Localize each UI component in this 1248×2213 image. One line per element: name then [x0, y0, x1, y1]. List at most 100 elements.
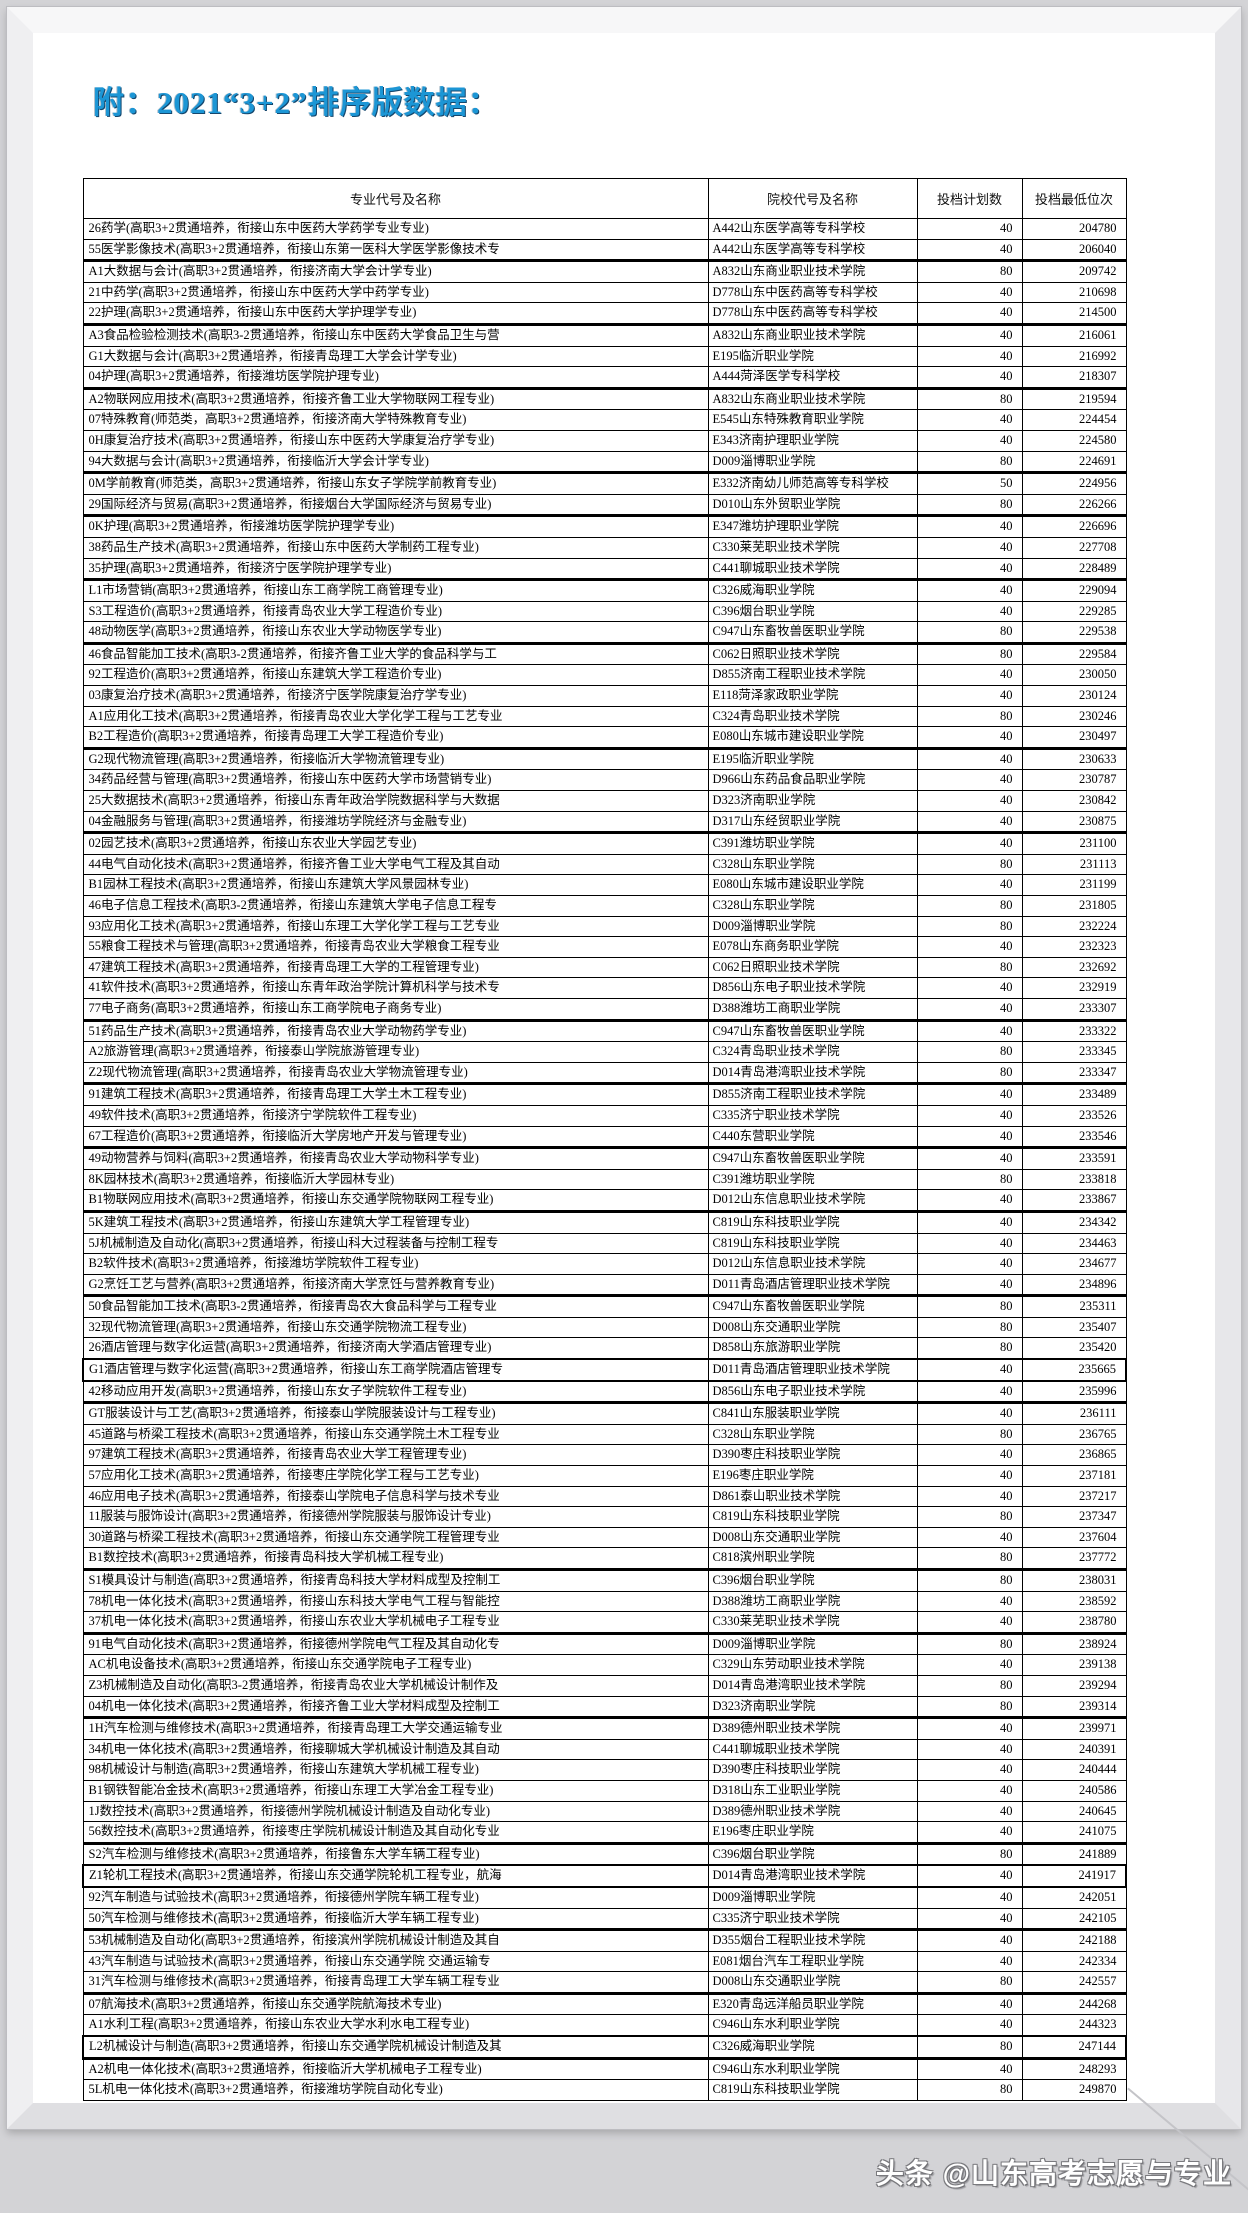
cell-college: C946山东水利职业学院	[707, 2056, 918, 2081]
cell-plan: 40	[916, 1886, 1023, 1909]
cell-plan: 40	[916, 1716, 1023, 1740]
cell-major: 32现代物流管理(高职3+2贯通培养，衔接山东交通学院物流工程专业)	[82, 1316, 709, 1339]
cell-major: 34药品经营与管理(高职3+2贯通培养，衔接山东中医药大学市场营销专业)	[82, 769, 709, 792]
cell-rank: 244268	[1021, 1991, 1127, 2016]
cell-plan: 40	[916, 1907, 1023, 1931]
cell-college: D856山东电子职业技术学院	[707, 1380, 918, 1404]
table-row: 45道路与桥梁工程技术(高职3+2贯通培养，衔接山东交通学院土木工程专业 C328…	[82, 1423, 1127, 1446]
cell-plan: 40	[916, 1358, 1023, 1382]
cell-college: E320青岛远洋船员职业学院	[707, 1991, 918, 2016]
cell-rank: 206040	[1021, 238, 1127, 262]
cell-major: 92工程造价(高职3+2贯通培养，衔接山东建筑大学工程造价专业)	[82, 664, 709, 687]
cell-college: C441聊城职业技术学院	[707, 557, 918, 581]
cell-college: D390枣庄科技职业学院	[707, 1759, 918, 1781]
cell-major: A1大数据与会计(高职3+2贯通培养，衔接济南大学会计学专业)	[82, 259, 709, 283]
cell-major: 34机电一体化技术(高职3+2贯通培养，衔接聊城大学机械设计制造及其自动	[82, 1738, 709, 1761]
table-row: 21中药学(高职3+2贯通培养，衔接山东中医药大学中药学专业) D778山东中医药…	[82, 281, 1127, 304]
cell-rank: 210698	[1021, 281, 1127, 304]
admissions-table: 专业代号及名称 院校代号及名称 投档计划数 投档最低位次 26药学(高职3+2贯通培养…	[82, 178, 1127, 2101]
cell-major: 26药学(高职3+2贯通培养，衔接山东中医药大学药学专业专业)	[82, 218, 709, 240]
table-row: 34机电一体化技术(高职3+2贯通培养，衔接聊城大学机械设计制造及其自动 C441…	[82, 1738, 1127, 1761]
cell-major: 50汽车检测与维修技术(高职3+2贯通培养，衔接临沂大学车辆工程专业)	[82, 1907, 709, 1931]
cell-major: G2烹饪工艺与营养(高职3+2贯通培养，衔接济南大学烹饪与营养教育专业)	[82, 1273, 709, 1297]
cell-rank: 244323	[1021, 2014, 1127, 2037]
cell-major: 42移动应用开发(高职3+2贯通培养，衔接山东女子学院软件工程专业)	[82, 1380, 709, 1404]
cell-plan: 40	[916, 997, 1023, 1021]
cell-college: A832山东商业职业技术学院	[707, 259, 918, 283]
cell-major: 44电气自动化技术(高职3+2贯通培养，衔接齐鲁工业大学电气工程及其自动	[82, 853, 709, 876]
cell-college: D390枣庄科技职业学院	[707, 1444, 918, 1467]
cell-college: C335济宁职业技术学院	[707, 1104, 918, 1127]
cell-college: E332济南幼儿师范高等专科学校	[707, 471, 918, 495]
cell-plan: 40	[916, 302, 1023, 325]
cell-plan: 40	[916, 238, 1023, 262]
table-row: 49软件技术(高职3+2贯通培养，衔接济宁学院软件工程专业) C335济宁职业技术…	[82, 1104, 1127, 1127]
cell-rank: 240444	[1021, 1759, 1127, 1781]
cell-major: 46食品智能加工技术(高职3-2贯通培养，衔接齐鲁工业大学的食品科学与工	[82, 641, 709, 666]
cell-college: E545山东特殊教育职业学院	[707, 409, 918, 431]
cell-rank: 233489	[1021, 1082, 1127, 1106]
cell-rank: 238780	[1021, 1611, 1127, 1634]
cell-rank: 235311	[1021, 1294, 1127, 1318]
cell-college: C819山东科技职业学院	[707, 1209, 918, 1234]
cell-major: Z2现代物流管理(高职3+2贯通培养，衔接青岛农业大学物流管理专业)	[82, 1061, 709, 1085]
cell-college: C391潍坊职业学院	[707, 831, 918, 855]
cell-college: C335济宁职业技术学院	[707, 1907, 918, 1931]
photo-frame: 附：2021“3+2”排序版数据： 专业代号及名称 院校代号及名称 投档计划数 投档最…	[7, 7, 1241, 2129]
cell-major: 46电子信息工程技术(高职3-2贯通培养，衔接山东建筑大学电子信息工程专	[82, 895, 709, 917]
cell-major: 78机电一体化技术(高职3+2贯通培养，衔接山东科技大学电气工程与智能控	[82, 1590, 709, 1613]
cell-major: 55医学影像技术(高职3+2贯通培养，衔接山东第一医科大学医学影像技术专	[82, 238, 709, 262]
table-row: 5J机械制造及自动化(高职3+2贯通培养，衔接山科大过程装备与控制工程专 C819…	[82, 1232, 1127, 1255]
cell-college: C328山东职业学院	[707, 853, 918, 876]
cell-plan: 80	[916, 956, 1023, 979]
cell-rank: 232692	[1021, 956, 1127, 979]
cell-college: D323济南职业学院	[707, 790, 918, 812]
cell-college: D855济南工程职业技术学院	[707, 1082, 918, 1106]
cell-rank: 229285	[1021, 600, 1127, 623]
cell-rank: 233322	[1021, 1018, 1127, 1043]
cell-college: D861泰山职业技术学院	[707, 1485, 918, 1508]
cell-major: 0M学前教育(师范类，高职3+2贯通培养，衔接山东女子学院学前教育专业)	[82, 471, 709, 495]
cell-plan: 40	[916, 1232, 1023, 1255]
table-row: 53机械制造及自动化(高职3+2贯通培养，衔接滨州学院机械设计制造及其自 D355…	[82, 1928, 1127, 1952]
cell-major: 1H汽车检测与维修技术(高职3+2贯通培养，衔接青岛理工大学交通运输专业	[82, 1716, 709, 1740]
cell-plan: 40	[916, 2056, 1023, 2081]
cell-rank: 229538	[1021, 621, 1127, 644]
cell-college: D009淄博职业学院	[707, 1886, 918, 1909]
cell-major: 04护理(高职3+2贯通培养，衔接潍坊医学院护理专业)	[82, 366, 709, 389]
cell-college: D389德州职业技术学院	[707, 1800, 918, 1823]
table-row: Z3机械制造及自动化(高职3-2贯通培养，衔接青岛农业大学机械设计制作及 D014…	[82, 1674, 1127, 1697]
cell-plan: 40	[916, 322, 1023, 347]
cell-major: 26酒店管理与数字化运营(高职3+2贯通培养，衔接济南大学酒店管理专业)	[82, 1337, 709, 1360]
cell-plan: 80	[916, 1568, 1023, 1592]
table-row: L1市场营销(高职3+2贯通培养，衔接山东工商学院工商管理专业) C326威海职业…	[82, 578, 1127, 602]
cell-plan: 40	[916, 769, 1023, 792]
table-row: 30道路与桥梁工程技术(高职3+2贯通培养，衔接山东交通学院工程管理专业 D008…	[82, 1526, 1127, 1549]
cell-plan: 40	[916, 218, 1023, 240]
cell-plan: 80	[916, 450, 1023, 474]
cell-college: C947山东畜牧兽医职业学院	[707, 621, 918, 644]
table-row: A2旅游管理(高职3+2贯通培养，衔接泰山学院旅游管理专业) C324青岛职业技术…	[82, 1041, 1127, 1063]
cell-rank: 242557	[1021, 1971, 1127, 1994]
cell-major: 21中药学(高职3+2贯通培养，衔接山东中医药大学中药学专业)	[82, 281, 709, 304]
cell-major: 02园艺技术(高职3+2贯通培养，衔接山东农业大学园艺专业)	[82, 831, 709, 855]
cell-college: C947山东畜牧兽医职业学院	[707, 1294, 918, 1318]
cell-rank: 209742	[1021, 259, 1127, 283]
cell-rank: 216992	[1021, 345, 1127, 368]
cell-plan: 50	[916, 471, 1023, 495]
cell-college: A832山东商业职业技术学院	[707, 386, 918, 411]
cell-plan: 40	[916, 790, 1023, 812]
cell-plan: 40	[916, 409, 1023, 431]
table-row: 97建筑工程技术(高职3+2贯通培养，衔接青岛农业大学工程管理专业) D390枣庄…	[82, 1444, 1127, 1467]
cell-plan: 80	[916, 1547, 1023, 1570]
cell-major: 38药品生产技术(高职3+2贯通培养，衔接山东中医药大学制药工程专业)	[82, 536, 709, 559]
cell-college: E196枣庄职业学院	[707, 1465, 918, 1487]
cell-rank: 229094	[1021, 578, 1127, 602]
cell-plan: 40	[916, 1800, 1023, 1823]
cell-plan: 40	[916, 2014, 1023, 2037]
cell-major: 91建筑工程技术(高职3+2贯通培养，衔接青岛理工大学土木工程专业)	[82, 1082, 709, 1106]
cell-rank: 231805	[1021, 895, 1127, 917]
cell-rank: 235996	[1021, 1380, 1127, 1404]
cell-major: 56数控技术(高职3+2贯通培养，衔接枣庄学院机械设计制造及其自动化专业	[82, 1821, 709, 1844]
cell-rank: 249870	[1021, 2079, 1127, 2101]
